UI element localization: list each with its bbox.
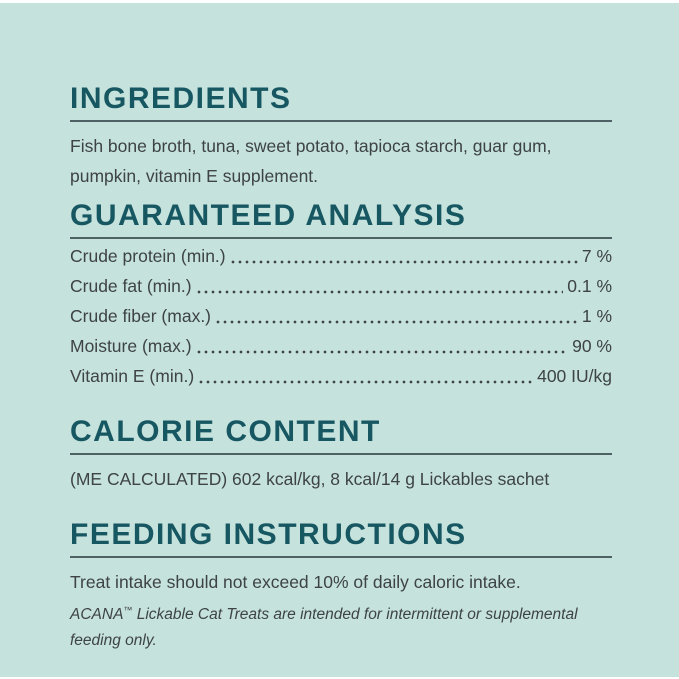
calorie-content-divider bbox=[70, 453, 612, 455]
feeding-instructions-text: Treat intake should not exceed 10% of da… bbox=[70, 572, 521, 592]
row-value: 1 % bbox=[581, 306, 612, 326]
calorie-content-text: (ME CALCULATED) 602 kcal/kg, 8 kcal/14 g… bbox=[70, 469, 550, 489]
table-row: Moisture (max.) 90 % bbox=[70, 331, 612, 361]
leader-dots bbox=[229, 241, 578, 271]
row-label: Crude fat (min.) bbox=[70, 276, 192, 296]
row-value: 0.1 % bbox=[567, 276, 612, 296]
trademark-symbol: ™ bbox=[123, 605, 133, 615]
note-rest-text: Lickable Cat Treats are intended for int… bbox=[70, 606, 578, 650]
ingredients-text: Fish bone broth, tuna, sweet potato, tap… bbox=[70, 136, 552, 186]
feeding-instructions-title: FEEDING INSTRUCTIONS bbox=[70, 518, 467, 551]
row-value: 7 % bbox=[581, 246, 612, 266]
guaranteed-analysis-table: Crude protein (min.) 7 % Crude fat (min.… bbox=[70, 241, 612, 391]
row-value: 400 IU/kg bbox=[537, 366, 612, 386]
guaranteed-analysis-title: GUARANTEED ANALYSIS bbox=[70, 199, 467, 232]
leader-dots bbox=[198, 361, 534, 391]
table-row: Crude fiber (max.) 1 % bbox=[70, 301, 612, 331]
table-row: Vitamin E (min.) 400 IU/kg bbox=[70, 361, 612, 391]
brand-name: ACANA bbox=[70, 606, 124, 624]
row-label: Crude fiber (max.) bbox=[70, 306, 212, 326]
calorie-content-title: CALORIE CONTENT bbox=[70, 415, 381, 448]
row-label: Crude protein (min.) bbox=[70, 246, 226, 266]
table-row: Crude protein (min.) 7 % bbox=[70, 241, 612, 271]
feeding-instructions-divider bbox=[70, 556, 612, 558]
guaranteed-analysis-divider bbox=[70, 237, 612, 239]
row-label: Moisture (max.) bbox=[70, 336, 192, 356]
leader-dots bbox=[195, 271, 564, 301]
feeding-instructions-note: ACANA™ Lickable Cat Treats are intended … bbox=[70, 597, 612, 654]
spacer bbox=[70, 494, 612, 521]
spacer bbox=[70, 391, 612, 418]
ingredients-title: INGREDIENTS bbox=[70, 82, 292, 115]
table-row: Crude fat (min.) 0.1 % bbox=[70, 271, 612, 301]
row-value: 90 % bbox=[572, 336, 612, 356]
row-label: Vitamin E (min.) bbox=[70, 366, 195, 386]
nutrition-label-panel: INGREDIENTS Fish bone broth, tuna, sweet… bbox=[0, 3, 679, 677]
leader-dots bbox=[195, 331, 569, 361]
ingredients-divider bbox=[70, 120, 612, 122]
leader-dots bbox=[215, 301, 578, 331]
